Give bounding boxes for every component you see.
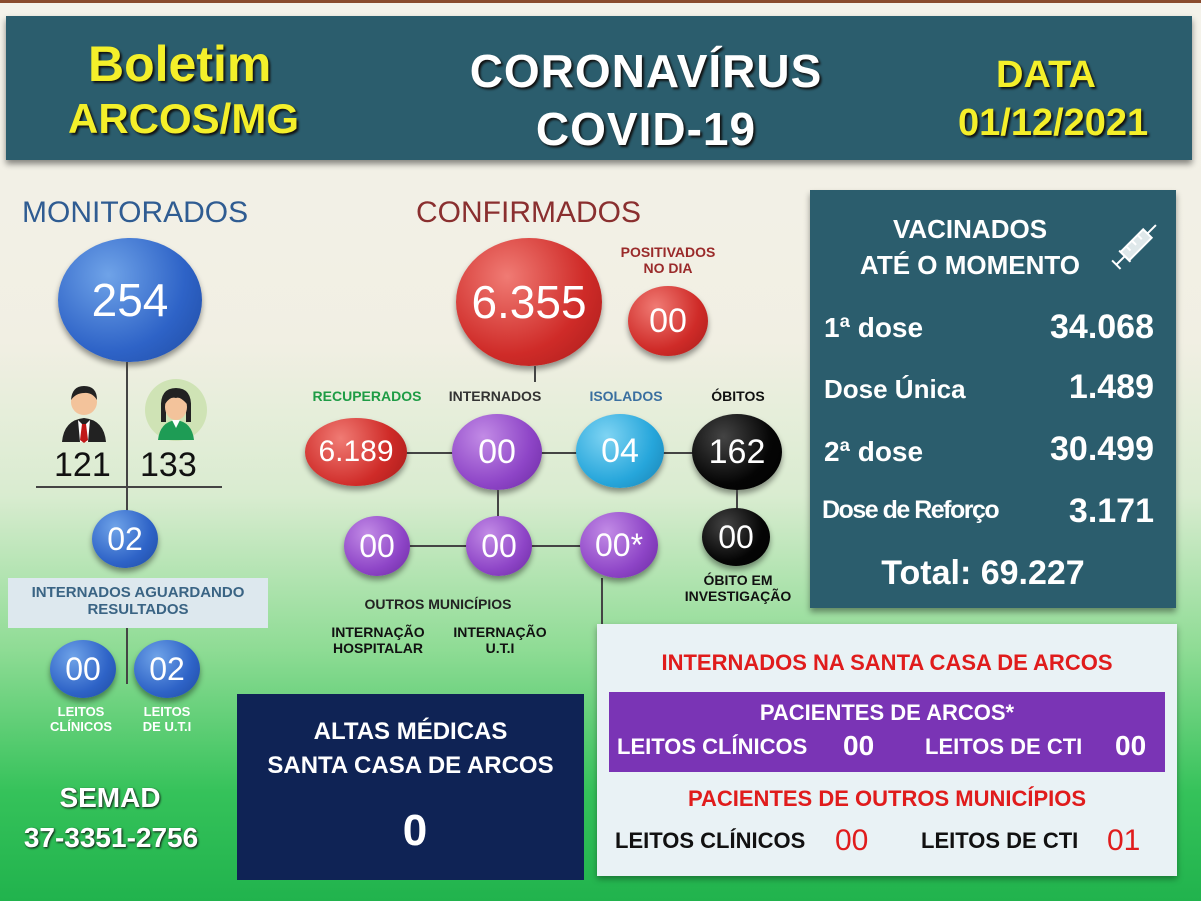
positivados-label: POSITIVADOS NO DIA: [606, 244, 730, 276]
date-label: DATA: [996, 54, 1096, 96]
syringe-icon: [1106, 214, 1162, 280]
outros-municipios-label: OUTROS MUNICÍPIOS: [364, 596, 512, 612]
top-border: [0, 0, 1201, 3]
vac-total: Total: 69.227: [881, 554, 1085, 592]
confirmados-title: CONFIRMADOS: [416, 196, 641, 229]
outros-patients-title: PACIENTES DE OUTROS MUNICÍPIOS: [687, 786, 1087, 811]
reforco-label: Dose de Reforço: [822, 496, 1000, 524]
semad-phone: 37-3351-2756: [23, 822, 199, 853]
city-title: ARCOS/MG: [68, 95, 299, 142]
boletim-title: Boletim: [88, 36, 272, 92]
int-uti-label-2: U.T.I: [485, 640, 515, 656]
positivados-circle: 00: [628, 286, 708, 356]
arcos-cti-value: 00: [1115, 730, 1147, 761]
aguardando-circle: 02: [92, 510, 158, 568]
altas-line-2: SANTA CASA DE ARCOS: [267, 752, 554, 779]
int-uti-circle: 00: [466, 516, 532, 576]
santa-casa-title: INTERNADOS NA SANTA CASA DE ARCOS: [661, 650, 1113, 675]
arcos-patients-box: PACIENTES DE ARCOS* LEITOS CLÍNICOS 00 L…: [609, 692, 1165, 772]
internados-circle: 00: [452, 414, 542, 490]
aguardando-label-1: INTERNADOS AGUARDANDO: [31, 584, 245, 601]
dose2-value: 30.499: [1050, 430, 1154, 468]
men-count: 121: [54, 446, 111, 484]
leitos-uti-circle: 02: [134, 640, 200, 698]
dose-unica-label: Dose Única: [824, 374, 966, 404]
positivados-label-2: NO DIA: [643, 260, 693, 276]
man-icon: [58, 380, 110, 444]
women-count: 133: [140, 446, 197, 484]
altas-line-1: ALTAS MÉDICAS: [313, 718, 508, 745]
positivados-label-1: POSITIVADOS: [620, 244, 716, 260]
leitos-clinicos-label: LEITOS CLÍNICOS: [36, 704, 126, 734]
int-uti-label-1: INTERNAÇÃO: [453, 624, 547, 640]
obito-inv-label-1: ÓBITO EM: [703, 572, 773, 588]
dose1-value: 34.068: [1050, 308, 1154, 346]
int-hosp-label-2: HOSPITALAR: [333, 640, 423, 656]
outros-cti-value: 01: [1107, 824, 1141, 857]
leitos-uti-label: LEITOS DE U.T.I: [122, 704, 212, 734]
arcos-patients-title: PACIENTES DE ARCOS*: [759, 700, 1015, 725]
obito-investigacao-label: ÓBITO EM INVESTIGAÇÃO: [668, 572, 808, 604]
aguardando-label-2: RESULTADOS: [87, 601, 189, 618]
arcos-clinicos-label: LEITOS CLÍNICOS: [617, 734, 808, 759]
leitos-clinicos-label-2: CLÍNICOS: [49, 719, 113, 734]
altas-value: 0: [402, 806, 428, 855]
leitos-uti-label-1: LEITOS: [143, 704, 191, 719]
int-uti-label: INTERNAÇÃO U.T.I: [438, 624, 562, 656]
outros-clinicos-label: LEITOS CLÍNICOS: [615, 828, 806, 853]
recuperados-circle: 6.189: [305, 418, 407, 486]
confirmados-circle: 6.355: [456, 238, 602, 366]
report-date: 01/12/2021: [958, 102, 1149, 144]
arcos-cti-label: LEITOS DE CTI: [925, 734, 1083, 759]
header-banner: Boletim ARCOS/MG CORONAVÍRUS COVID-19 DA…: [6, 16, 1192, 160]
obitos-label: ÓBITOS: [711, 388, 765, 404]
monitor-line-v: [126, 362, 128, 512]
vaccination-panel: VACINADOS ATÉ O MOMENTO 1ª dose 34.068 D…: [810, 190, 1176, 608]
leitos-uti-label-2: DE U.T.I: [142, 719, 192, 734]
arcos-clinicos-value: 00: [843, 730, 875, 761]
confirmados-line: [534, 366, 536, 382]
monitorados-title: MONITORADOS: [22, 196, 249, 229]
outros-circle: 00*: [580, 512, 658, 578]
dose-unica-value: 1.489: [1068, 368, 1154, 406]
obitos-circle: 162: [692, 414, 782, 490]
obito-inv-label-2: INVESTIGAÇÃO: [684, 588, 792, 604]
isolados-circle: 04: [576, 414, 664, 488]
dose2-label: 2ª dose: [824, 436, 924, 467]
vac-title-1: VACINADOS: [892, 214, 1048, 244]
outros-cti-label: LEITOS DE CTI: [921, 828, 1079, 853]
reforco-value: 3.171: [1068, 492, 1154, 530]
recuperados-label: RECUPERADOS: [312, 388, 422, 404]
obito-line-v: [736, 490, 738, 510]
semad-name: SEMAD: [59, 782, 161, 813]
isolados-label: ISOLADOS: [589, 388, 663, 404]
santa-casa-panel: INTERNADOS NA SANTA CASA DE ARCOS PACIEN…: [597, 624, 1177, 876]
leitos-clinicos-circle: 00: [50, 640, 116, 698]
dose1-label: 1ª dose: [824, 312, 924, 343]
leitos-clinicos-label-1: LEITOS: [57, 704, 105, 719]
altas-panel: ALTAS MÉDICAS SANTA CASA DE ARCOS 0: [237, 694, 584, 880]
status-line-h: [360, 452, 736, 454]
internados-line-v: [497, 490, 499, 526]
monitor-line-h: [36, 486, 222, 488]
int-hospitalar-circle: 00: [344, 516, 410, 576]
covid-title: COVID-19: [535, 103, 757, 155]
int-hosp-label-1: INTERNAÇÃO: [331, 624, 425, 640]
vac-title-2: ATÉ O MOMENTO: [859, 250, 1081, 280]
corona-title: CORONAVÍRUS: [469, 45, 823, 97]
int-hospitalar-label: INTERNAÇÃO HOSPITALAR: [316, 624, 440, 656]
outros-clinicos-value: 00: [835, 824, 869, 857]
monitorados-circle: 254: [58, 238, 202, 362]
internados-label: INTERNADOS: [448, 388, 542, 404]
aguardando-label-box: INTERNADOS AGUARDANDO RESULTADOS: [8, 578, 268, 628]
woman-icon: [144, 378, 208, 442]
obito-investigacao-circle: 00: [702, 508, 770, 566]
aguardando-line: [126, 628, 128, 684]
